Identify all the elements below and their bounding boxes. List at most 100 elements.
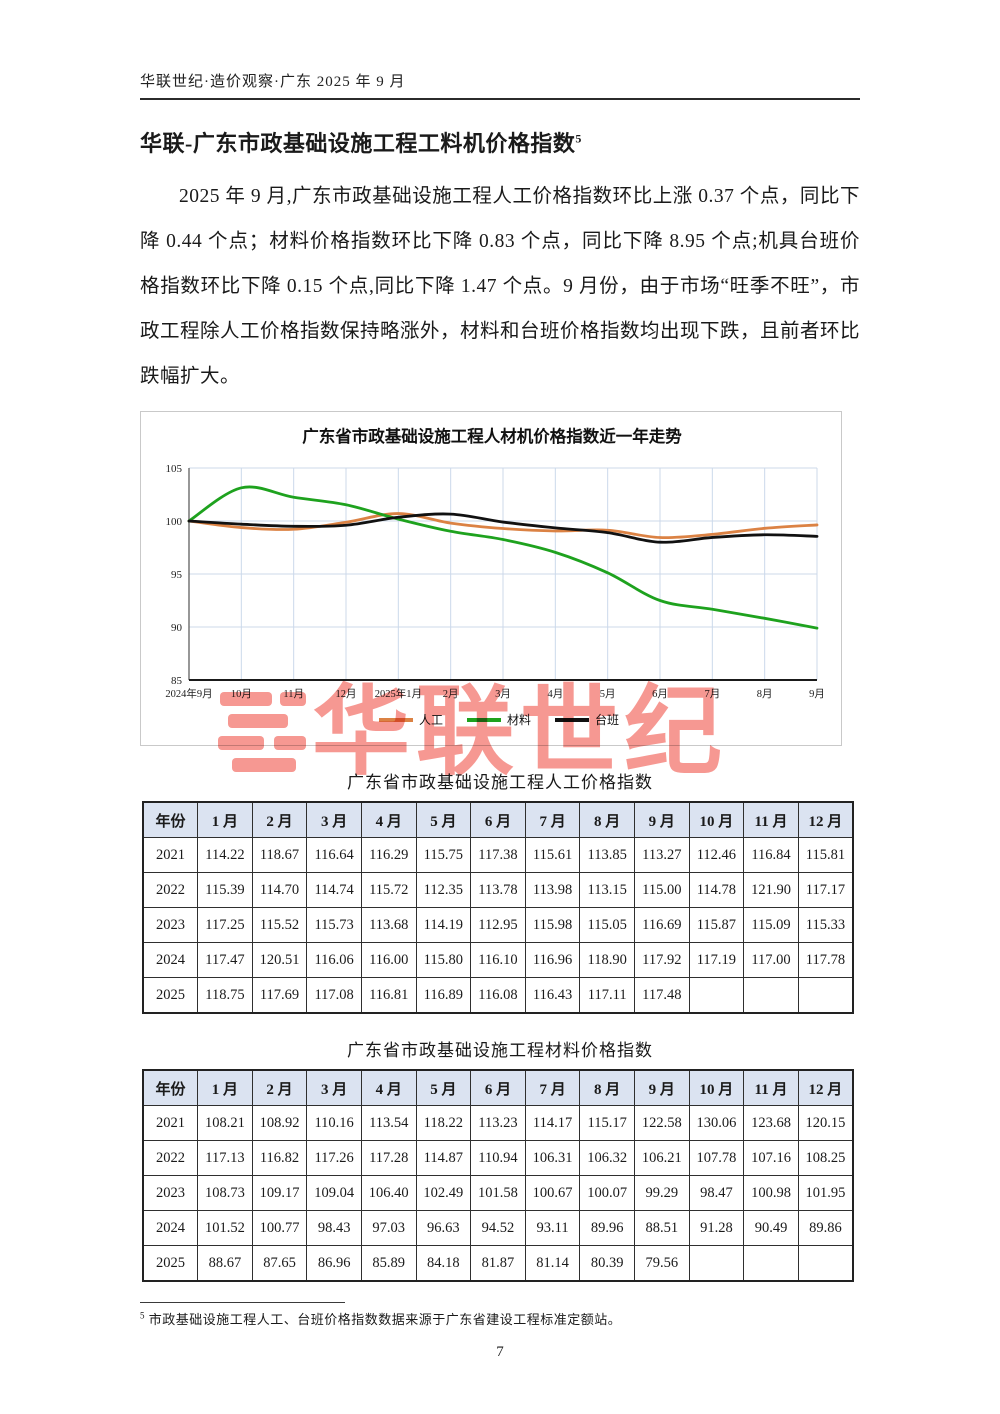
table-cell — [688, 1245, 745, 1282]
table-cell: 87.65 — [251, 1245, 308, 1282]
table-cell: 115.73 — [306, 907, 362, 943]
table-cell: 91.28 — [688, 1210, 745, 1246]
page-content: 华联世纪·造价观察·广东 2025 年 9 月 华联-广东市政基础设施工程工料机… — [140, 74, 861, 1360]
table-cell: 101.58 — [470, 1175, 526, 1211]
x-axis-tick-label: 12月 — [336, 688, 357, 700]
table-header-cell: 年份 — [142, 1069, 199, 1106]
table-cell: 117.78 — [797, 942, 854, 978]
table-header-cell: 7 月 — [524, 1069, 581, 1106]
summary-paragraph: 2025 年 9 月,广东市政基础设施工程人工价格指数环比上涨 0.37 个点，… — [140, 186, 861, 387]
table-cell: 94.52 — [470, 1210, 526, 1246]
table-row: 2024 117.47 120.51 116.06 116.00 115.80 116.10… — [142, 942, 854, 978]
footnote-separator — [140, 1302, 345, 1303]
table-cell: 117.19 — [688, 942, 745, 978]
table-header-cell: 9 月 — [633, 801, 690, 838]
table-cell: 106.40 — [360, 1175, 417, 1211]
table-cell: 2022 — [142, 1140, 199, 1176]
table-cell: 114.17 — [524, 1105, 581, 1141]
table-cell: 2025 — [142, 977, 199, 1014]
table-cell: 108.21 — [197, 1105, 253, 1141]
table-cell: 113.27 — [633, 837, 690, 873]
table-cell: 110.94 — [470, 1140, 526, 1176]
table-cell: 98.43 — [306, 1210, 362, 1246]
table-cell: 107.78 — [688, 1140, 745, 1176]
table-cell: 121.90 — [743, 872, 799, 908]
series-line-台班 — [187, 512, 819, 544]
table-cell: 117.25 — [197, 907, 253, 943]
footnote-ref: 5 — [140, 1310, 145, 1321]
table-cell: 101.95 — [797, 1175, 854, 1211]
table-cell: 115.80 — [415, 942, 472, 978]
footnote: 5 市政基础设施工程人工、台班价格指数数据来源于广东省建设工程标准定额站。 — [140, 1309, 860, 1328]
table-cell: 81.14 — [524, 1245, 581, 1282]
table-cell: 2022 — [142, 872, 199, 908]
table-cell: 112.35 — [415, 872, 472, 908]
table-cell — [797, 1245, 854, 1282]
table-cell: 116.64 — [306, 837, 362, 873]
table-row: 2023 108.73 109.17 109.04 106.40 102.49 101.58… — [142, 1175, 854, 1211]
table-cell: 109.17 — [251, 1175, 308, 1211]
table-cell: 116.08 — [470, 977, 526, 1014]
table-header-cell: 10 月 — [688, 1069, 745, 1106]
table-row: 2021 108.21 108.92 110.16 113.54 118.22 113.23… — [142, 1105, 854, 1141]
table-cell — [743, 977, 799, 1014]
title-footnote-ref: 5 — [575, 131, 582, 146]
table-cell: 114.22 — [197, 837, 253, 873]
y-axis-tick-label: 105 — [166, 463, 183, 475]
table-cell: 116.81 — [360, 977, 417, 1014]
table-cell: 100.98 — [743, 1175, 799, 1211]
table-cell: 107.16 — [743, 1140, 799, 1176]
labor-table-title: 广东省市政基础设施工程人工价格指数 — [347, 773, 653, 792]
table-cell: 88.67 — [197, 1245, 253, 1282]
table-cell: 120.51 — [251, 942, 308, 978]
table-cell: 101.52 — [197, 1210, 253, 1246]
page-title: 华联-广东市政基础设施工程工料机价格指数5 — [140, 126, 860, 158]
table-cell: 86.96 — [306, 1245, 362, 1282]
table-header-cell: 4 月 — [360, 1069, 417, 1106]
table-cell: 89.86 — [797, 1210, 854, 1246]
table-header-cell: 5 月 — [415, 801, 472, 838]
table-cell: 2023 — [142, 907, 199, 943]
table-cell: 93.11 — [524, 1210, 581, 1246]
table-header-cell: 5 月 — [415, 1069, 472, 1106]
table-header-cell: 12 月 — [797, 1069, 854, 1106]
legend-label: 材料 — [507, 713, 531, 727]
table-cell: 123.68 — [743, 1105, 799, 1141]
table-header-cell: 6 月 — [470, 801, 526, 838]
table-cell: 106.31 — [524, 1140, 581, 1176]
page-title-text: 华联-广东市政基础设施工程工料机价格指数 — [140, 131, 576, 156]
table-cell: 115.72 — [360, 872, 417, 908]
series-line-材料 — [187, 485, 819, 630]
header-rule — [140, 98, 860, 100]
table-row: 2025 118.75 117.69 117.08 116.81 116.89 116.08… — [142, 977, 854, 1014]
table-cell: 114.70 — [251, 872, 308, 908]
table-cell: 114.19 — [415, 907, 472, 943]
table-cell: 84.18 — [415, 1245, 472, 1282]
legend-label: 人工 — [419, 713, 443, 727]
x-axis-tick-label: 9月 — [809, 688, 825, 700]
table-cell: 2021 — [142, 1105, 199, 1141]
table-cell: 115.05 — [579, 907, 635, 943]
table-cell: 100.07 — [579, 1175, 635, 1211]
chart-title: 广东省市政基础设施工程人材机价格指数近一年走势 — [302, 426, 682, 446]
table-header-cell: 3 月 — [306, 801, 362, 838]
table-header-cell: 8 月 — [579, 1069, 635, 1106]
table-cell: 88.51 — [633, 1210, 690, 1246]
table-cell: 115.87 — [688, 907, 745, 943]
table-cell: 112.46 — [688, 837, 745, 873]
table-cell: 79.56 — [633, 1245, 690, 1282]
x-axis-tick-label: 8月 — [757, 688, 773, 700]
table-cell: 112.95 — [470, 907, 526, 943]
table-cell: 115.98 — [524, 907, 581, 943]
table-cell: 110.16 — [306, 1105, 362, 1141]
table-cell: 97.03 — [360, 1210, 417, 1246]
table-header-cell: 8 月 — [579, 801, 635, 838]
x-axis-tick-label: 7月 — [704, 688, 720, 700]
table-cell — [743, 1245, 799, 1282]
table-cell: 117.69 — [251, 977, 308, 1014]
table-cell: 117.26 — [306, 1140, 362, 1176]
table-row: 2024 101.52 100.77 98.43 97.03 96.63 94.52 93.1… — [142, 1210, 854, 1246]
